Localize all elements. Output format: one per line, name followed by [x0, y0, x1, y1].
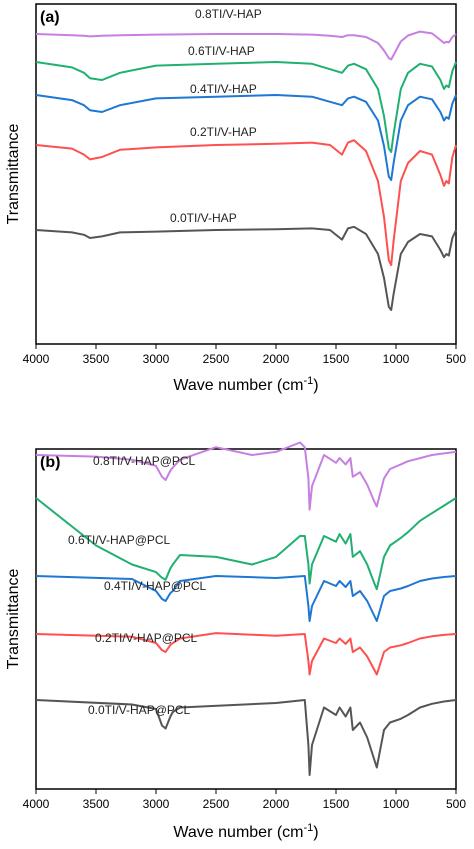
- series-label-a-3: 0.6TI/V-HAP: [188, 44, 255, 58]
- series-line-a-4: [35, 30, 457, 61]
- x-tick-label-a-0: 4000: [23, 352, 50, 366]
- x-tick-label-a-4: 2000: [263, 352, 290, 366]
- series-label-b-0: 0.0TI/V-HAP@PCL: [88, 703, 191, 717]
- series-line-b-0: [35, 699, 457, 776]
- x-tick-label-b-6: 1000: [383, 797, 410, 811]
- series-line-b-3: [35, 497, 457, 591]
- panel-a-frame: [35, 3, 457, 345]
- panel-b-ylabel: Transmittance: [5, 569, 22, 670]
- x-tick-label-b-2: 3000: [143, 797, 170, 811]
- x-tick-label-b-3: 2500: [203, 797, 230, 811]
- panel-a-label: (a): [40, 9, 60, 26]
- series-line-b-2: [35, 575, 457, 622]
- series-label-b-4: 0.8TI/V-HAP@PCL: [93, 454, 196, 468]
- series-line-a-0: [35, 225, 457, 311]
- panel-a-xlabel: Wave number (cm-1): [173, 375, 318, 394]
- series-label-a-2: 0.4TI/V-HAP: [190, 82, 257, 96]
- x-tick-label-b-1: 3500: [83, 797, 110, 811]
- x-tick-label-a-5: 1500: [323, 352, 350, 366]
- panel-b-frame: [35, 448, 457, 790]
- panel-b: (b) 0.0TI/V-HAP@PCL 0.2TI/V-HAP@PCL 0.4TI/…: [5, 441, 466, 841]
- x-tick-label-b-5: 1500: [323, 797, 350, 811]
- x-tick-label-a-2: 3000: [143, 352, 170, 366]
- series-label-a-4: 0.8TI/V-HAP: [195, 7, 262, 21]
- series-label-a-0: 0.0TI/V-HAP: [170, 211, 237, 225]
- panel-a-series: 0.0TI/V-HAP 0.2TI/V-HAP 0.4TI/V-HAP 0.6TI/V…: [35, 7, 457, 311]
- x-tick-label-a-7: 500: [446, 352, 466, 366]
- series-label-b-1: 0.2TI/V-HAP@PCL: [95, 631, 198, 645]
- series-line-b-1: [35, 632, 457, 676]
- panel-b-label: (b): [40, 454, 60, 471]
- x-tick-label-a-3: 2500: [203, 352, 230, 366]
- x-tick-label-b-0: 4000: [23, 797, 50, 811]
- series-label-b-3: 0.6TI/V-HAP@PCL: [68, 533, 171, 547]
- x-tick-label-b-7: 500: [446, 797, 466, 811]
- x-tick-label-b-4: 2000: [263, 797, 290, 811]
- panel-a-x-ticks: 4000 3500 3000 2500 2000 1500 1000 500: [23, 344, 466, 366]
- panel-b-series: 0.0TI/V-HAP@PCL 0.2TI/V-HAP@PCL 0.4TI/V-HA…: [35, 441, 457, 776]
- series-line-a-2: [35, 94, 457, 181]
- panel-b-x-ticks: 4000 3500 3000 2500 2000 1500 1000 500: [23, 789, 466, 811]
- series-label-a-1: 0.2TI/V-HAP: [190, 125, 257, 139]
- series-line-a-1: [35, 139, 457, 266]
- x-tick-label-a-1: 3500: [83, 352, 110, 366]
- x-tick-label-a-6: 1000: [383, 352, 410, 366]
- panel-a: (a) 0.0TI/V-HAP 0.2TI/V-HAP 0.4TI/V-HAP 0.6…: [5, 3, 466, 394]
- series-label-b-2: 0.4TI/V-HAP@PCL: [104, 579, 207, 593]
- panel-b-xlabel: Wave number (cm-1): [173, 822, 318, 841]
- series-line-b-4: [35, 441, 457, 511]
- series-line-a-3: [35, 61, 457, 153]
- panel-a-ylabel: Transmittance: [5, 124, 22, 225]
